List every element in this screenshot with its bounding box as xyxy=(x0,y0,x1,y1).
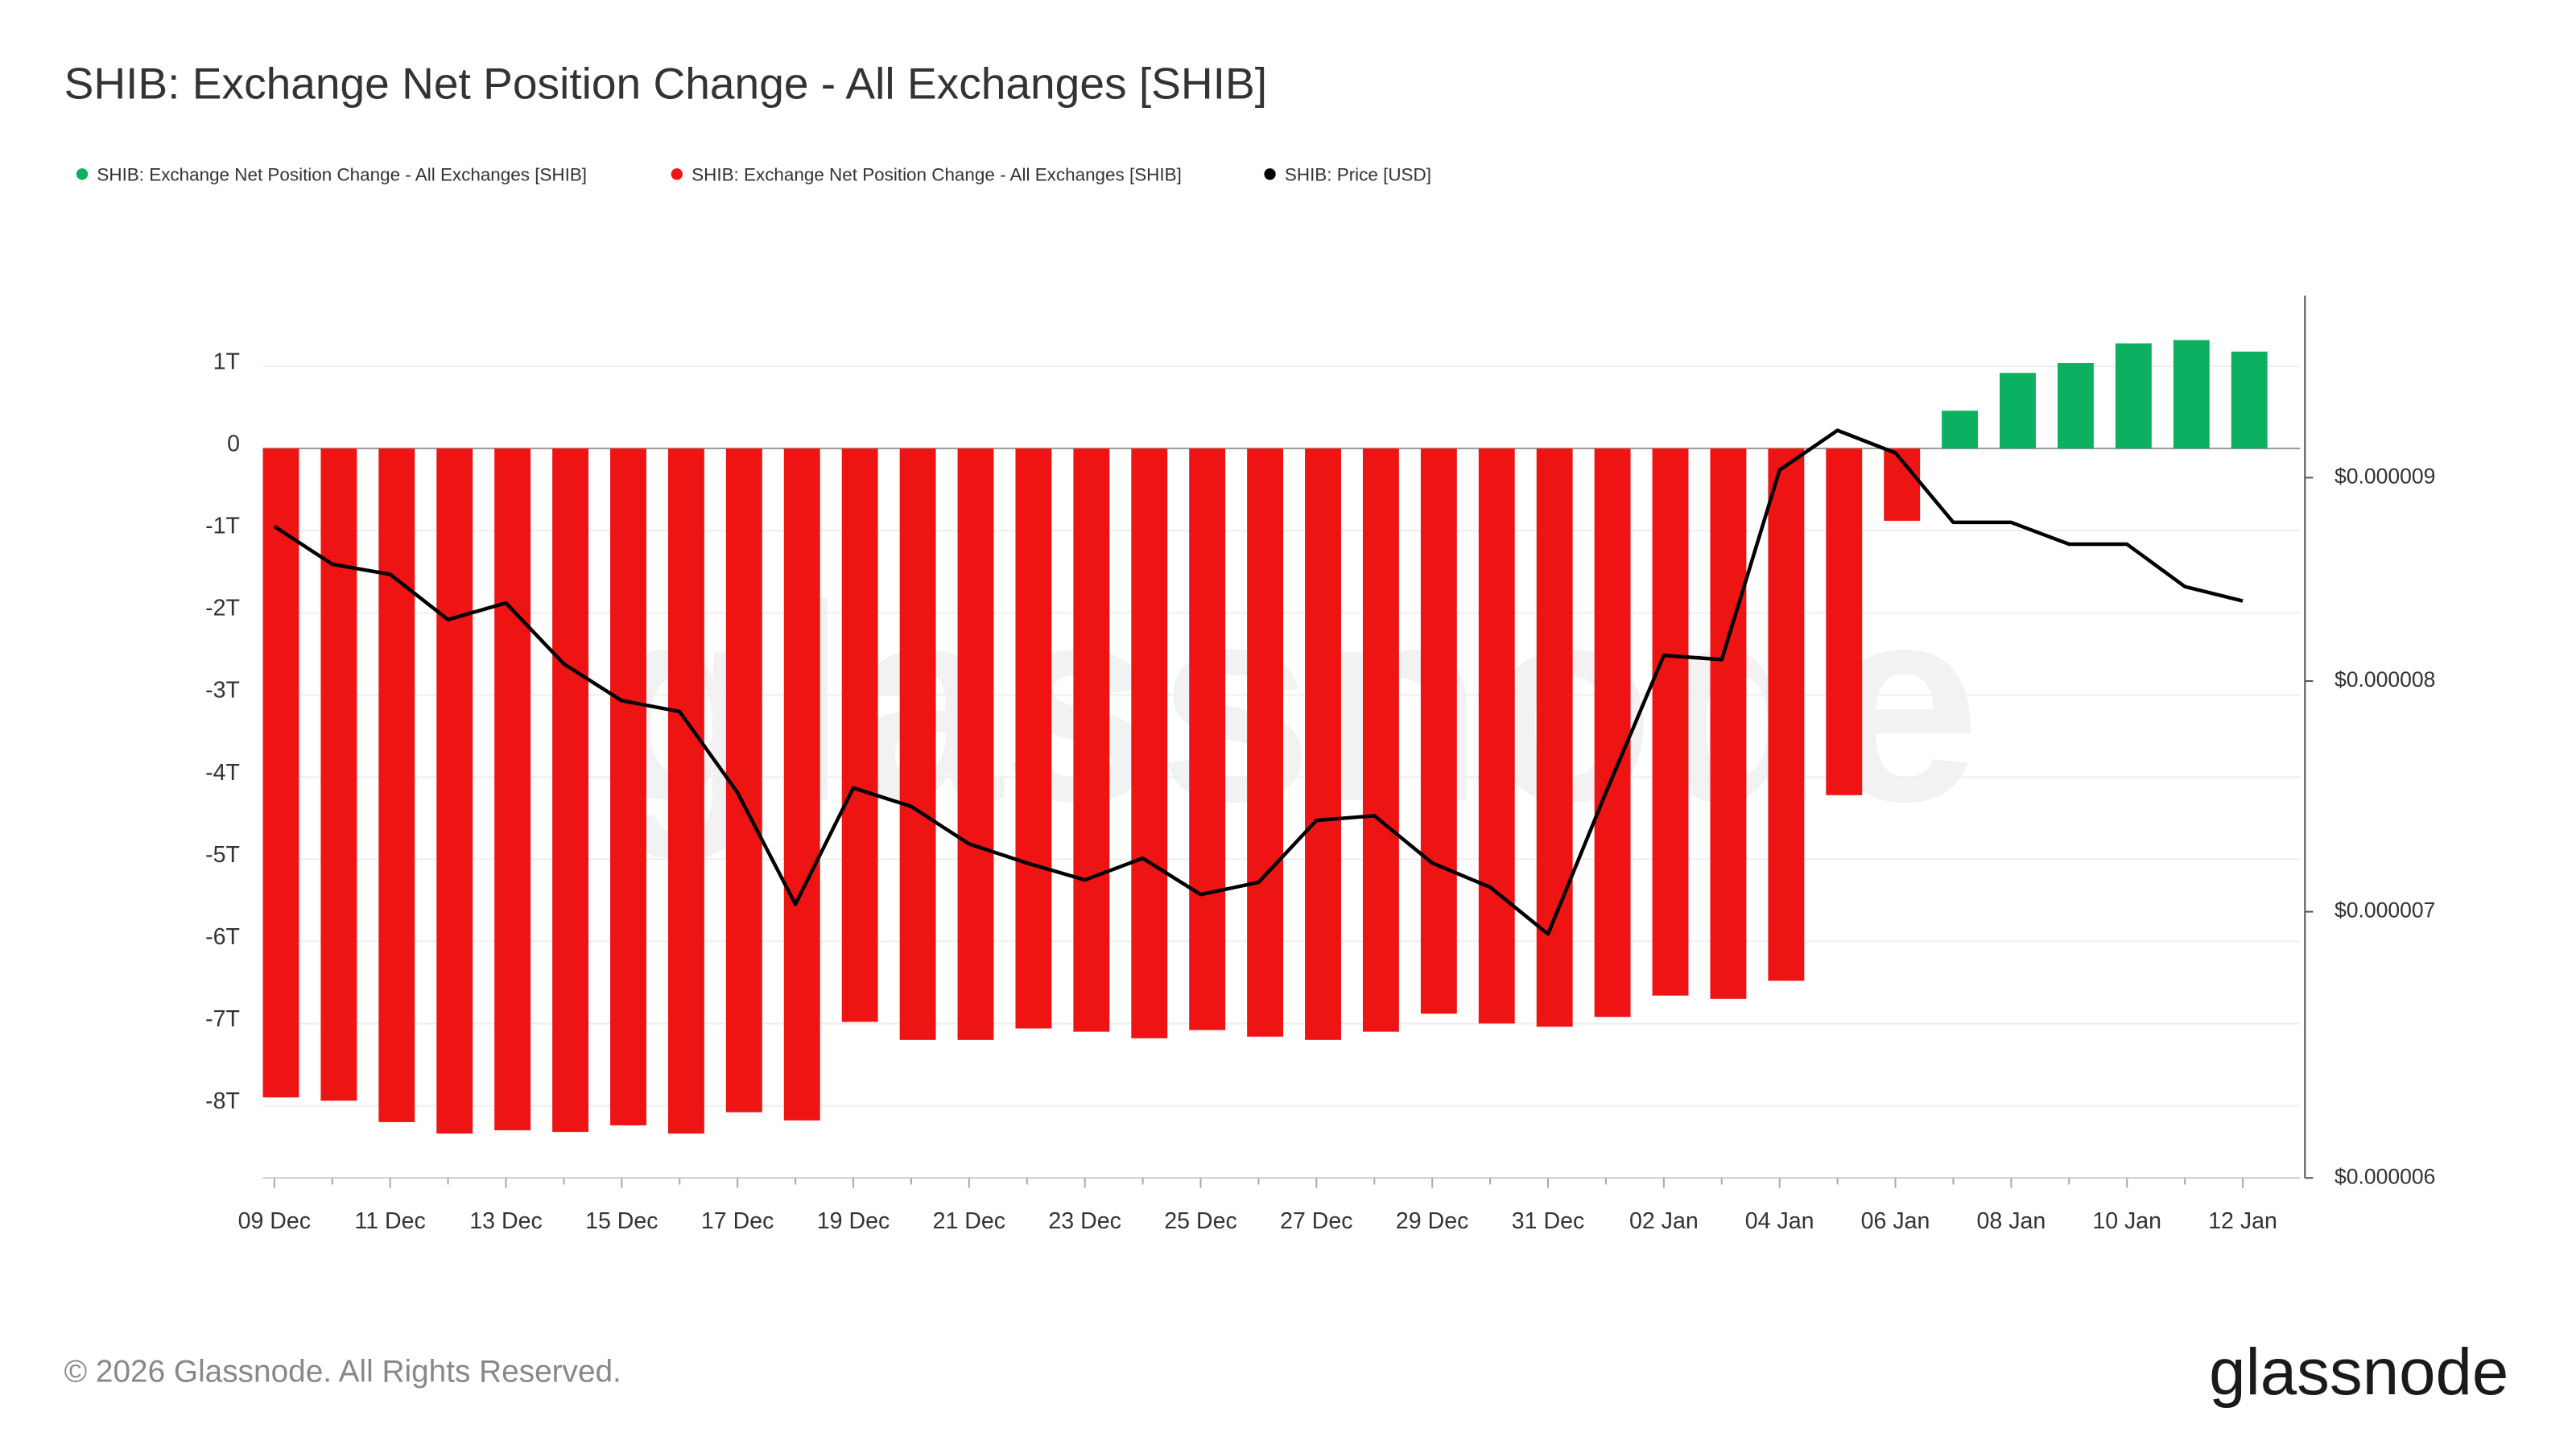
y2-tick-label: $0.000009 xyxy=(2334,464,2435,488)
bar xyxy=(1247,448,1284,1037)
bar xyxy=(378,448,415,1122)
bar xyxy=(494,448,531,1131)
bar xyxy=(899,448,936,1040)
y-tick-label: 1T xyxy=(213,349,240,375)
y2-tick-label: $0.000008 xyxy=(2334,667,2435,691)
x-tick-label: 13 Dec xyxy=(469,1208,543,1234)
x-tick-label: 27 Dec xyxy=(1280,1208,1353,1234)
x-tick-label: 10 Jan xyxy=(2092,1208,2161,1234)
chart-title: SHIB: Exchange Net Position Change - All… xyxy=(64,59,1267,109)
legend-marker xyxy=(76,168,89,180)
x-tick-label: 17 Dec xyxy=(701,1208,774,1234)
bar xyxy=(1131,448,1168,1038)
y-tick-label: 0 xyxy=(227,431,240,457)
x-tick-label: 11 Dec xyxy=(354,1208,425,1234)
bar xyxy=(1420,448,1457,1014)
bar xyxy=(1594,448,1631,1018)
y-tick-label: -4T xyxy=(205,760,240,786)
y-tick-label: -5T xyxy=(205,842,240,868)
x-tick-label: 29 Dec xyxy=(1396,1208,1469,1234)
y-tick-label: -1T xyxy=(205,514,240,539)
bar xyxy=(1652,448,1689,996)
bar xyxy=(552,448,589,1133)
bar xyxy=(320,448,357,1101)
y2-tick-label: $0.000007 xyxy=(2334,898,2435,923)
y-tick-label: -8T xyxy=(205,1088,240,1114)
legend-marker xyxy=(671,168,683,180)
bar xyxy=(1478,448,1515,1024)
bar xyxy=(1362,448,1399,1032)
bar xyxy=(1305,448,1341,1040)
x-tick-label: 02 Jan xyxy=(1629,1208,1699,1234)
bar xyxy=(725,448,762,1113)
bar xyxy=(957,448,994,1040)
legend-marker xyxy=(1264,168,1276,180)
bar xyxy=(1189,448,1226,1030)
x-tick-label: 09 Dec xyxy=(238,1208,312,1234)
logo: glassnode xyxy=(2209,1335,2508,1409)
y-tick-label: -7T xyxy=(205,1006,240,1032)
bar xyxy=(1536,448,1573,1027)
y2-tick-label: $0.000006 xyxy=(2334,1164,2435,1188)
x-tick-label: 15 Dec xyxy=(585,1208,658,1234)
x-tick-label: 06 Jan xyxy=(1861,1208,1930,1234)
price-line xyxy=(273,428,2244,936)
x-tick-label: 25 Dec xyxy=(1164,1208,1237,1234)
bar xyxy=(1015,448,1052,1029)
x-tick-label: 21 Dec xyxy=(933,1208,1005,1234)
y-tick-label: -2T xyxy=(205,596,240,621)
x-tick-label: 31 Dec xyxy=(1512,1208,1584,1234)
bar xyxy=(841,448,878,1022)
x-tick-label: 08 Jan xyxy=(1976,1208,2046,1234)
bar xyxy=(2058,363,2094,449)
bar xyxy=(783,448,820,1121)
bar xyxy=(1710,448,1747,999)
x-tick-label: 23 Dec xyxy=(1048,1208,1121,1234)
bar xyxy=(1073,448,1110,1032)
copyright: © 2026 Glassnode. All Rights Reserved. xyxy=(64,1354,621,1389)
bar xyxy=(1768,448,1805,981)
watermark: glassnode xyxy=(599,547,1980,861)
bar xyxy=(2231,351,2268,449)
bar xyxy=(610,448,646,1125)
legend-label: SHIB: Exchange Net Position Change - All… xyxy=(691,164,1182,184)
bar xyxy=(1826,448,1863,795)
bar xyxy=(262,448,299,1098)
y-tick-label: -3T xyxy=(205,678,240,704)
x-tick-label: 19 Dec xyxy=(817,1208,890,1234)
legend-label: SHIB: Exchange Net Position Change - All… xyxy=(97,164,587,184)
bar xyxy=(2173,340,2210,449)
bar xyxy=(667,448,704,1134)
bar xyxy=(2115,343,2152,449)
legend-label: SHIB: Price [USD] xyxy=(1285,164,1431,184)
bar xyxy=(436,448,473,1134)
bar xyxy=(1942,411,1979,449)
y-tick-label: -6T xyxy=(205,924,240,950)
x-tick-label: 04 Jan xyxy=(1745,1208,1814,1234)
x-tick-label: 12 Jan xyxy=(2208,1208,2277,1234)
bar xyxy=(2000,373,2036,449)
